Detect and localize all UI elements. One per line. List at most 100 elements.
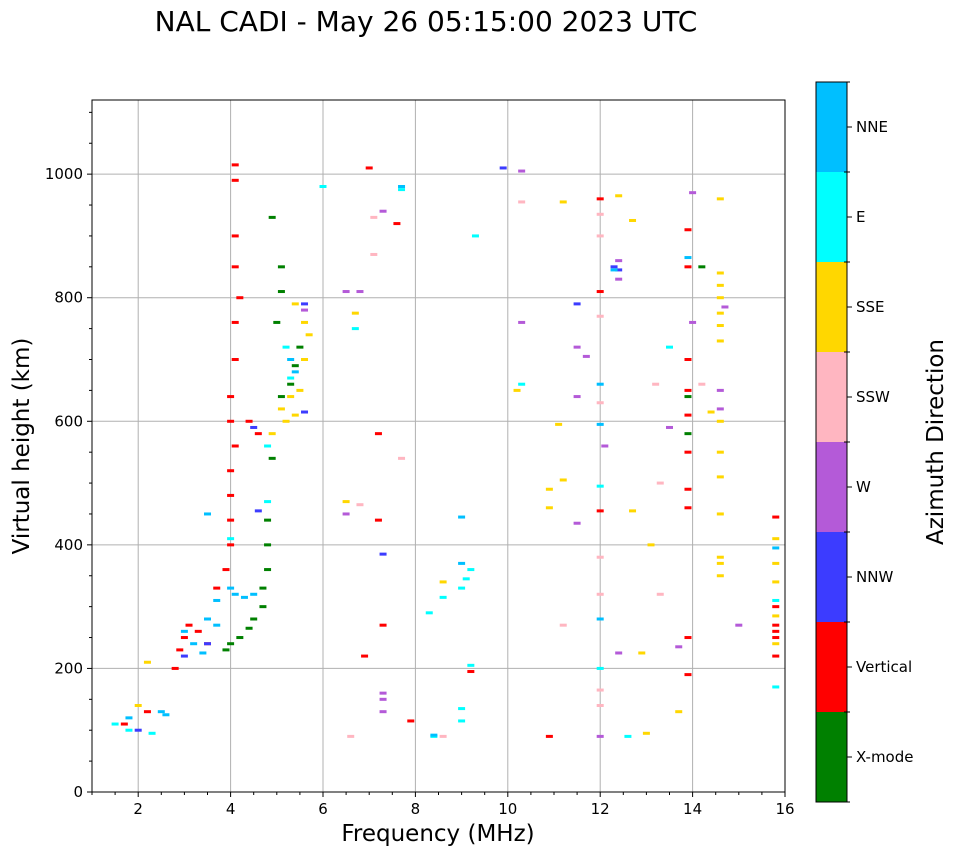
data-point [499,166,507,170]
data-point [642,731,650,735]
colorbar-segment [816,442,847,532]
data-point [596,509,604,513]
x-tick-label: 4 [226,800,236,818]
colorbar-label: NNE [856,118,888,136]
data-point [716,419,724,423]
data-point [407,719,415,723]
series-ssw [347,200,706,738]
data-point [596,314,604,318]
data-point [439,580,447,584]
data-point [120,722,128,726]
data-point [231,358,239,361]
data-point [596,555,604,559]
data-point [596,592,604,596]
data-point [458,515,466,519]
data-point [171,666,179,670]
colorbar-label: Vertical [856,658,912,676]
data-point [439,734,447,738]
data-point [379,691,387,695]
data-point [467,670,475,674]
data-point [231,592,239,596]
data-point [596,234,604,238]
data-point [356,503,364,507]
data-point [716,283,724,287]
data-point [374,518,382,522]
data-point [425,611,433,615]
colorbar-label: SSW [856,388,890,406]
data-point [573,345,581,349]
data-point [379,552,387,556]
x-tick-label: 8 [411,800,421,818]
data-point [716,561,724,565]
colorbar-label: X-mode [856,748,913,766]
data-point [573,302,581,306]
series-vertical [120,163,780,738]
data-point [301,302,309,306]
data-point [471,234,479,238]
data-point [301,410,309,414]
data-point [721,305,729,309]
data-point [458,707,466,711]
data-point [772,654,780,658]
data-point [227,493,235,497]
data-point [559,478,567,482]
data-point [624,734,632,738]
data-point [596,666,604,670]
data-point [143,660,151,664]
data-point [716,407,724,411]
x-tick-label: 16 [775,800,794,818]
data-point [684,388,692,392]
colorbar-label: NNW [856,568,893,586]
data-point [319,185,327,188]
data-point [684,413,692,417]
y-tick-label: 400 [54,536,83,554]
data-point [347,734,355,738]
data-point [231,234,239,238]
data-point [596,688,604,692]
data-point [772,598,780,602]
data-point [264,500,272,504]
colorbar-frame [815,81,848,803]
data-point [615,651,623,655]
colorbar-segment [816,712,847,802]
data-point [227,543,235,547]
data-point [273,320,281,324]
data-point [716,574,724,578]
data-point [143,710,151,714]
data-point [545,487,553,491]
data-point [772,515,780,519]
data-point [596,422,604,426]
data-point [716,339,724,343]
data-point [772,546,780,550]
data-point [134,704,142,707]
data-point [716,555,724,559]
data-point [277,395,285,399]
x-tick-label: 10 [498,800,517,818]
data-point [689,191,697,195]
data-point [772,685,780,689]
data-point [513,388,521,392]
data-point [231,163,239,167]
data-point [716,475,724,479]
data-points [111,163,780,738]
data-point [615,277,623,281]
data-point [652,382,660,386]
data-point [716,296,724,300]
data-point [277,265,285,269]
data-point [716,197,724,201]
data-point [180,629,188,633]
data-point [638,651,646,655]
data-point [222,568,230,572]
data-point [518,382,526,386]
data-point [227,642,235,646]
data-point [342,500,350,504]
data-point [439,595,447,599]
series-nne [125,185,780,737]
data-point [596,290,604,294]
series-sse [134,194,780,735]
data-point [254,432,262,436]
data-point [291,370,299,374]
colorbar-segment [816,532,847,622]
colorbar-segment [816,82,847,172]
data-point [259,586,267,590]
